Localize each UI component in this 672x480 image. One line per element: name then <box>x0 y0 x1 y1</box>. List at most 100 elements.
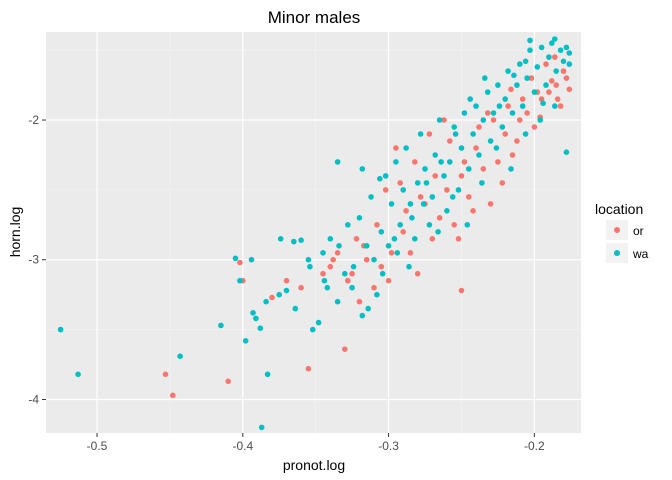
data-point-wa <box>365 305 372 312</box>
data-point-or <box>414 270 421 277</box>
data-point-wa <box>263 298 269 305</box>
data-point-wa <box>359 312 366 319</box>
data-point-wa <box>356 215 363 221</box>
data-point-wa <box>350 263 357 270</box>
data-point-or <box>327 263 334 270</box>
data-point-wa <box>511 72 517 79</box>
data-point-or <box>269 294 275 301</box>
data-point-wa <box>508 166 514 172</box>
data-point-wa <box>305 256 312 263</box>
data-point-wa <box>412 236 418 242</box>
data-point-or <box>531 124 538 130</box>
minor-gridlines <box>46 32 581 433</box>
data-point-wa <box>566 61 573 67</box>
data-point-or <box>505 103 511 109</box>
data-point-wa <box>232 255 239 262</box>
data-point-wa <box>250 310 256 316</box>
data-point-or <box>517 117 523 123</box>
data-point-wa <box>382 173 389 179</box>
data-point-or <box>382 187 389 193</box>
data-point-wa <box>432 152 439 158</box>
data-point-wa <box>461 110 468 116</box>
data-point-wa <box>496 103 503 109</box>
data-point-or <box>470 208 476 214</box>
data-point-or <box>549 78 555 84</box>
legend: location or wa <box>595 201 649 263</box>
y-tick-label: -3 <box>28 253 39 267</box>
data-point-wa <box>505 68 511 74</box>
data-point-or <box>458 287 465 294</box>
data-point-or <box>451 222 458 228</box>
data-point-wa <box>378 229 385 235</box>
x-axis-ticks: -0.5 -0.4 -0.3 -0.2 <box>87 433 545 453</box>
data-point-wa <box>307 263 313 270</box>
chart-title: Minor males <box>268 8 361 27</box>
data-point-wa <box>563 44 570 51</box>
data-point-wa <box>363 243 370 249</box>
data-point-or <box>400 229 407 235</box>
data-point-or <box>342 346 348 353</box>
data-point-or <box>162 371 169 378</box>
data-point-or <box>444 187 450 193</box>
data-point-or <box>378 263 385 270</box>
data-point-or <box>170 392 176 399</box>
data-point-wa <box>467 96 474 102</box>
data-point-wa <box>527 47 533 53</box>
data-point-or <box>508 86 514 93</box>
data-point-or <box>283 277 290 284</box>
data-point-wa <box>487 138 494 144</box>
data-point-wa <box>242 338 249 344</box>
data-point-wa <box>336 243 342 249</box>
data-point-or <box>429 236 436 242</box>
data-point-or <box>407 250 414 256</box>
data-point-wa <box>334 159 341 165</box>
data-point-or <box>447 138 453 144</box>
data-point-wa <box>435 229 441 235</box>
data-point-or <box>305 365 312 372</box>
data-point-wa <box>534 64 541 70</box>
data-point-or <box>502 131 509 137</box>
data-point-or <box>466 194 472 200</box>
data-point-wa <box>495 82 501 88</box>
data-point-or <box>557 103 564 109</box>
data-point-or <box>499 180 506 186</box>
data-point-wa <box>342 270 348 277</box>
data-point-wa <box>371 256 377 263</box>
data-point-or <box>417 194 424 200</box>
data-point-wa <box>324 284 331 291</box>
data-point-wa <box>292 305 299 312</box>
legend-label-or: or <box>633 224 644 238</box>
data-point-wa <box>315 319 322 326</box>
data-point-wa <box>543 82 549 88</box>
data-point-wa <box>490 110 497 116</box>
data-point-wa <box>466 166 472 172</box>
data-point-or <box>509 152 516 158</box>
data-point-wa <box>368 194 374 200</box>
data-point-or <box>546 89 552 95</box>
data-point-wa <box>298 237 304 243</box>
data-point-or <box>298 284 304 291</box>
y-axis-ticks: -4 -3 -2 <box>28 113 46 406</box>
data-point-or <box>334 250 341 256</box>
data-point-wa <box>493 145 500 151</box>
data-point-or <box>356 298 363 305</box>
data-point-wa <box>553 68 559 74</box>
data-point-or <box>412 159 418 165</box>
data-point-or <box>371 284 377 291</box>
data-point-or <box>543 61 549 67</box>
data-point-wa <box>451 124 458 130</box>
data-point-wa <box>291 238 297 245</box>
data-point-or <box>225 378 231 385</box>
data-point-wa <box>420 201 427 207</box>
data-point-wa <box>476 152 482 158</box>
x-tick-label: -0.4 <box>232 439 253 453</box>
data-point-wa <box>320 250 326 256</box>
data-point-wa <box>57 326 64 333</box>
data-point-wa <box>75 371 81 378</box>
data-point-or <box>441 117 447 123</box>
data-point-wa <box>455 187 462 193</box>
data-point-wa <box>374 291 380 298</box>
data-point-or <box>403 208 409 214</box>
data-point-wa <box>264 371 271 378</box>
